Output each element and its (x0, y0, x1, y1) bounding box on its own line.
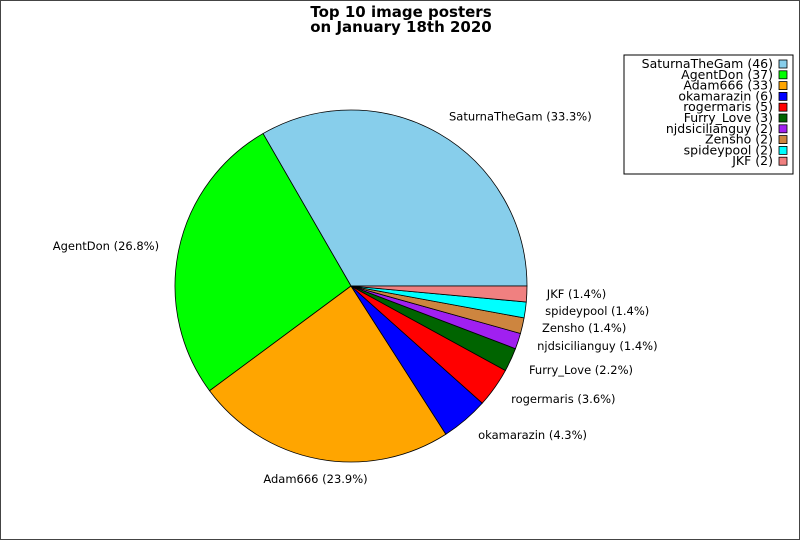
legend-label-jkf: JKF (2) (731, 153, 773, 168)
legend-label-okamarazin: okamarazin (6) (678, 88, 773, 103)
pie-slice-jkf (350, 285, 528, 303)
legend-swatch-agentdon (778, 70, 788, 80)
pie-slice-agentdon (174, 133, 352, 392)
slice-label-jkf: JKF (1.4%) (546, 287, 606, 301)
chart-title-line-1: Top 10 image posters (310, 3, 491, 21)
legend-swatch-rogermaris (778, 102, 788, 112)
legend-box (623, 54, 794, 175)
legend-label-agentdon: AgentDon (37) (681, 67, 773, 82)
slice-label-okamarazin: okamarazin (4.3%) (478, 428, 587, 442)
legend: SaturnaTheGam (46)AgentDon (37)Adam666 (… (623, 54, 794, 175)
legend-swatch-furry_love (778, 113, 788, 123)
legend-label-furry_love: Furry_Love (3) (684, 110, 773, 125)
legend-label-adam666: Adam666 (33) (683, 78, 773, 93)
legend-swatch-zensho (778, 135, 788, 145)
legend-label-rogermaris: rogermaris (5) (683, 99, 773, 114)
legend-label-saturnathegam: SaturnaTheGam (46) (642, 56, 773, 71)
slice-label-zensho: Zensho (1.4%) (542, 321, 626, 335)
legend-swatch-okamarazin (778, 92, 788, 101)
legend-swatch-njdsicilianguy (778, 124, 788, 134)
pie-slices (174, 109, 528, 463)
pie-slice-saturnathegam (262, 109, 528, 287)
legend-swatch-spideypool (778, 145, 788, 155)
legend-swatch-saturnathegam (778, 59, 788, 69)
legend-label-zensho: Zensho (2) (705, 132, 773, 147)
slice-label-njdsicilianguy: njdsicilianguy (1.4%) (537, 339, 657, 353)
pie-slice-adam666 (209, 285, 447, 463)
legend-swatch-jkf (778, 156, 788, 166)
chart-title-line-2: on January 18th 2020 (310, 18, 491, 36)
slice-labels: SaturnaTheGam (33.3%) AgentDon (26.8%) Ada… (53, 109, 658, 485)
legend-swatch-adam666 (778, 81, 788, 90)
slice-label-adam666: Adam666 (23.9%) (263, 472, 367, 486)
slice-label-agentdon: AgentDon (26.8%) (53, 239, 159, 253)
slice-label-saturnathegam: SaturnaTheGam (33.3%) (449, 109, 592, 123)
legend-label-spideypool: spideypool (2) (684, 142, 773, 157)
slice-label-furry_love: Furry_Love (2.2%) (529, 363, 633, 377)
slice-label-rogermaris: rogermaris (3.6%) (511, 392, 615, 406)
legend-label-njdsicilianguy: njdsicilianguy (2) (666, 121, 773, 136)
slice-label-spideypool: spideypool (1.4%) (545, 304, 649, 318)
